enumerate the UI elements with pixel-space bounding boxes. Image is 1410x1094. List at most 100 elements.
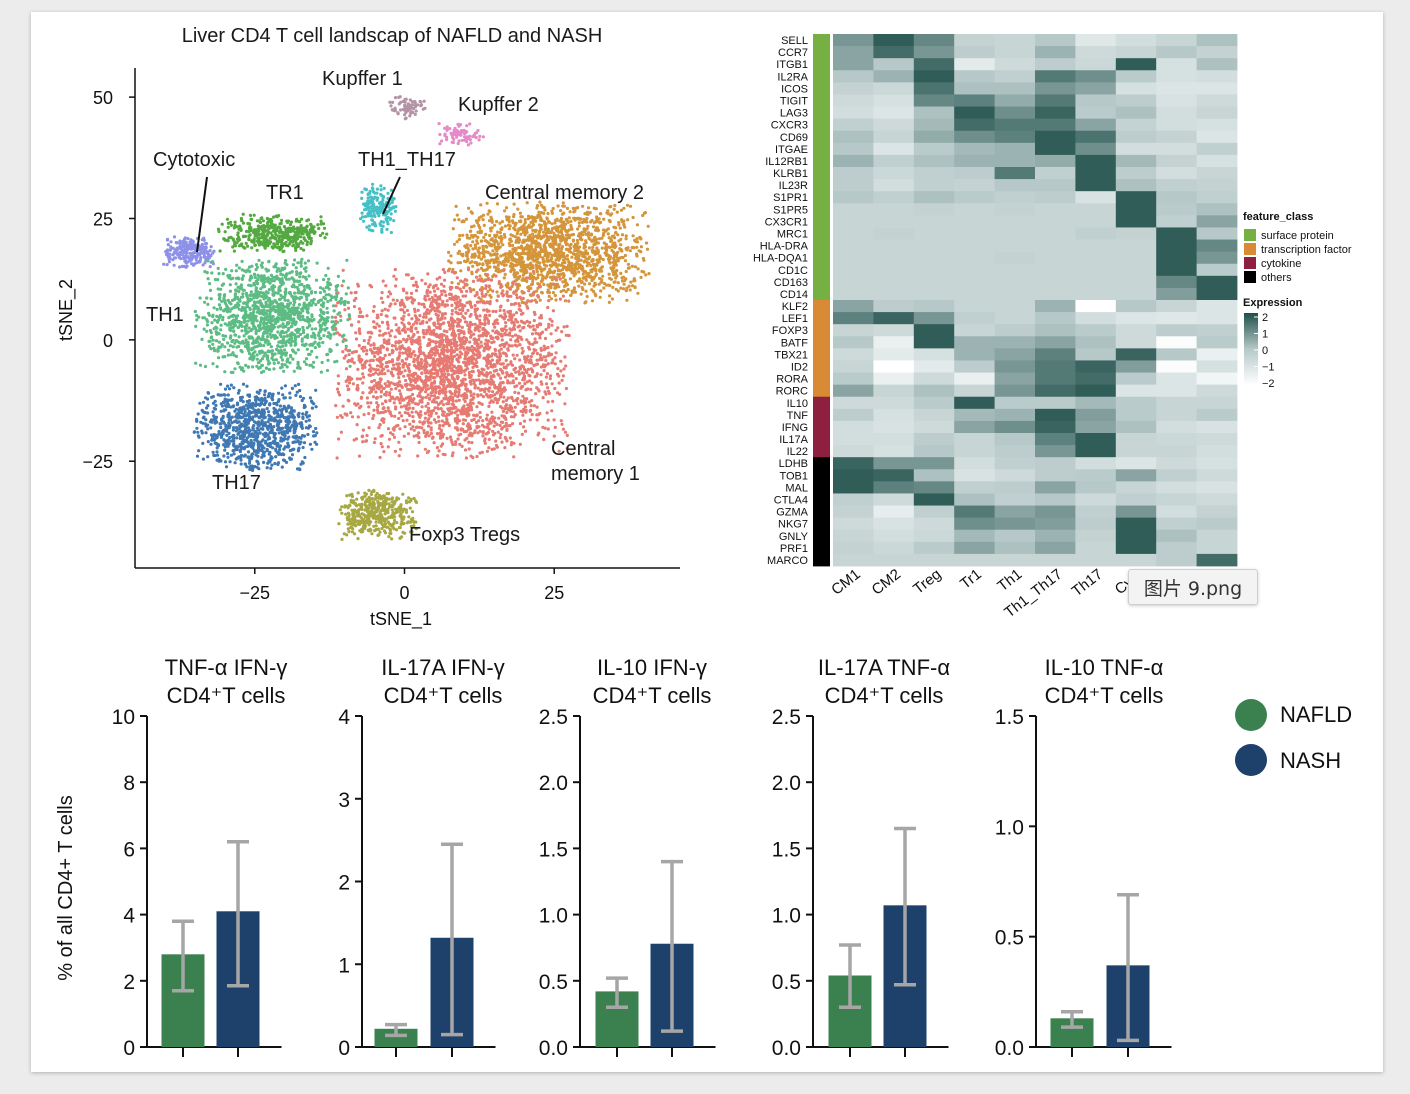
tsne-point [275,215,279,219]
tsne-point [239,228,243,232]
tsne-point [172,252,176,256]
tsne-point [486,366,490,370]
tsne-point [178,253,182,257]
tsne-point [594,240,598,244]
tsne-point [293,237,297,241]
tsne-point [624,277,628,281]
tsne-point [223,230,227,234]
tsne-point [292,225,296,229]
tsne-point [472,396,476,400]
tsne-point [506,217,510,221]
tsne-point [375,187,379,191]
tsne-point [186,255,190,259]
tsne-point [398,351,402,355]
tsne-point [302,267,307,271]
tsne-point [222,237,226,241]
tsne-point [291,332,295,336]
tsne-point [280,341,284,345]
tsne-point [275,239,279,243]
tsne-point [233,367,237,371]
tsne-point [258,220,262,224]
tsne-point [304,277,308,281]
tsne-point [561,275,565,280]
tsne-point [296,362,300,366]
tsne-point [270,356,274,360]
tsne-point [166,237,170,241]
tsne-point [306,285,310,289]
tsne-point [531,264,535,268]
tsne-point [257,360,261,365]
tsne-point [274,232,278,236]
tsne-point [185,264,189,268]
tsne-point [296,291,300,295]
tsne-point [585,294,589,299]
tsne-point [203,300,207,304]
tsne-point [262,274,266,278]
tsne-point [625,298,629,302]
tsne-point [286,299,290,303]
tsne-point [457,433,461,437]
cluster-central-memory-1 [333,267,571,460]
tsne-point [613,253,617,257]
tsne-point [293,340,297,344]
tsne-point [490,226,494,230]
tsne-point [481,213,486,217]
tsne-point [531,324,535,328]
tsne-point [540,236,544,240]
tsne-point [616,233,620,237]
tsne-point [343,303,347,307]
tsne-point [334,297,338,301]
tsne-point [250,264,254,268]
tsne-point [279,355,283,359]
tsne-point [337,381,341,386]
tsne-point [299,231,304,236]
tsne-point [326,358,330,362]
tsne-point [372,221,377,225]
tsne-point [312,360,316,364]
tsne-point [464,251,469,255]
tsne-point [326,334,330,339]
tsne-point [624,234,628,238]
tsne-point [521,251,525,256]
tsne-point [553,293,557,298]
tsne-point [561,374,566,378]
tsne-point [492,239,496,243]
tsne-point [260,305,264,309]
tsne-point [513,258,517,262]
tsne-point [633,279,637,283]
tsne-point [296,261,300,265]
tsne-point [256,344,260,348]
tsne-point [434,283,438,287]
tsne-point [317,226,321,231]
tsne-point [304,230,309,234]
tsne-point [509,338,513,342]
tsne-point [406,432,411,436]
tsne-point [244,340,248,344]
tsne-point [540,290,544,294]
tsne-point [330,315,334,319]
tsne-point [465,289,469,293]
tsne-point [483,279,487,283]
tsne-point [591,225,596,229]
tsne-point [249,318,253,322]
tsne-point [402,337,406,341]
tsne-point [431,435,435,439]
tsne-point [319,370,323,374]
tsne-point [585,252,589,256]
tsne-point [265,269,269,273]
tsne-point [545,252,550,256]
tsne-point [410,410,414,414]
tsne-point [538,229,542,233]
tsne-point [234,316,239,320]
tsne-point [546,211,550,216]
tsne-point [370,218,374,222]
tsne-point [544,249,548,253]
tsne-point [386,222,390,226]
tsne-point [271,275,275,280]
tsne-point [379,220,383,224]
tsne-point [556,234,560,238]
tsne-point [619,271,623,275]
tsne-point [246,299,250,303]
tsne-point [427,325,431,329]
tsne-point [464,311,468,315]
